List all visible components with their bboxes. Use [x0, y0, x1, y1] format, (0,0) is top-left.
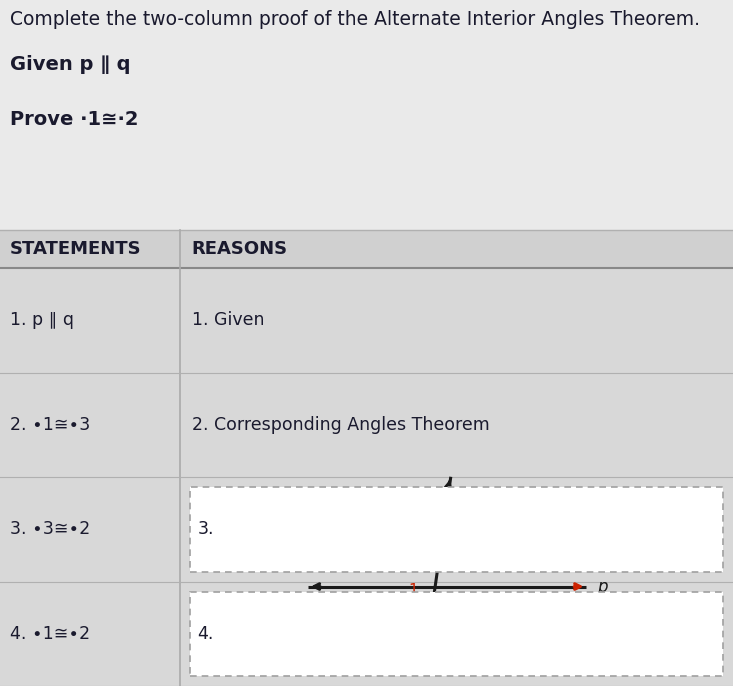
Text: 3: 3	[410, 521, 419, 536]
Text: q: q	[597, 509, 608, 527]
Text: t: t	[424, 617, 430, 635]
Text: 2. ∙1≅∙3: 2. ∙1≅∙3	[10, 416, 90, 434]
Bar	[0, 230, 733, 686]
Text: REASONS: REASONS	[191, 240, 288, 258]
Text: p: p	[597, 578, 608, 595]
Text: Complete the two-column proof of the Alternate Interior Angles Theorem.: Complete the two-column proof of the Alt…	[10, 10, 700, 29]
Text: 4. ∙1≅∙2: 4. ∙1≅∙2	[10, 625, 90, 643]
Text: 4.: 4.	[198, 625, 214, 643]
Text: STATEMENTS: STATEMENTS	[10, 240, 141, 258]
Text: Prove ∙1≅∙2: Prove ∙1≅∙2	[10, 110, 139, 129]
Bar	[0, 230, 733, 268]
Text: Given p ∥ q: Given p ∥ q	[10, 55, 130, 74]
Text: 3.: 3.	[198, 520, 214, 539]
Bar	[0, 0, 733, 230]
Text: 1. Given: 1. Given	[191, 311, 264, 329]
Text: 2: 2	[447, 517, 457, 532]
FancyBboxPatch shape	[190, 591, 723, 676]
Text: 1. p ∥ q: 1. p ∥ q	[10, 311, 74, 329]
Text: 1: 1	[408, 583, 418, 598]
Text: 3. ∙3≅∙2: 3. ∙3≅∙2	[10, 520, 90, 539]
FancyBboxPatch shape	[190, 487, 723, 571]
Text: 2. Corresponding Angles Theorem: 2. Corresponding Angles Theorem	[191, 416, 490, 434]
